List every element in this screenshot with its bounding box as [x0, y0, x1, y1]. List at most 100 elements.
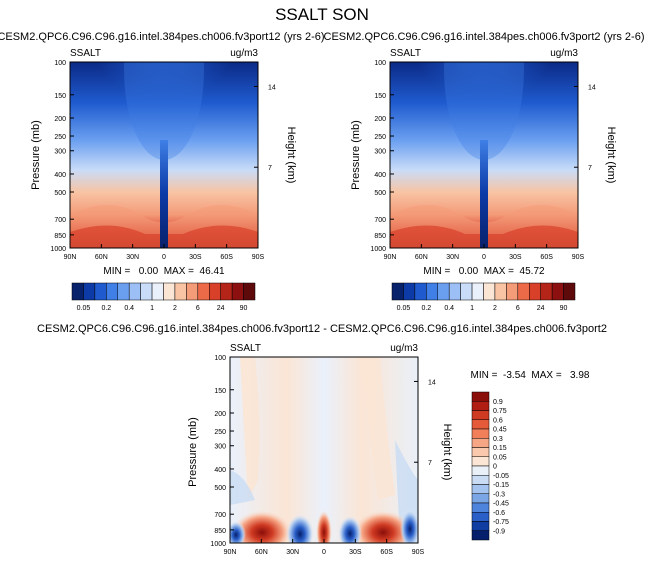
x-tick-label: 60N: [95, 254, 108, 261]
y-tick-label: 400: [214, 467, 226, 474]
colorbar-swatch: [174, 282, 187, 301]
x-tick-label: 30N: [126, 254, 139, 261]
colorbar-swatch: [471, 502, 490, 513]
y-tick-label: 1000: [210, 541, 226, 548]
y-tick-label: 850: [214, 528, 226, 535]
panel-right-minmax: MIN = 0.00 MAX = 45.72: [423, 266, 545, 277]
colorbar-swatch: [471, 282, 484, 301]
colorbar-swatch: [151, 282, 164, 301]
colorbar-swatch: [128, 282, 141, 301]
colorbar-label: 0.05: [493, 454, 507, 461]
y-tick-label: 200: [374, 116, 386, 123]
colorbar-swatch: [220, 282, 233, 301]
panel-diff-ylabel-right: Height (km): [441, 424, 453, 481]
colorbar-swatch: [243, 282, 256, 301]
colorbar-label: 2: [173, 305, 177, 312]
colorbar-label: 24: [537, 305, 545, 312]
y-tick-label: 300: [374, 149, 386, 156]
panel-diff-yticks: 100 150 200 250 300 400 500 700 850 1000: [210, 355, 234, 548]
x-tick-label: 30S: [509, 254, 522, 261]
colorbar-label: 90: [240, 305, 248, 312]
y-tick-label: 250: [54, 134, 66, 141]
colorbar-swatch: [460, 282, 473, 301]
colorbar-swatch: [517, 282, 530, 301]
x-tick-label: 60N: [415, 254, 428, 261]
panel-left-units: ug/m3: [230, 48, 258, 59]
colorbar-label: 0.2: [421, 305, 431, 312]
right-tick-label: 14: [428, 379, 436, 386]
y-tick-label: 400: [374, 172, 386, 179]
panel-diff-field: [230, 357, 418, 543]
panel-diff-variable: SSALT: [230, 343, 261, 354]
colorbar-swatch: [471, 512, 490, 522]
colorbar-swatch: [471, 484, 490, 494]
panel-left-ylabel: Pressure (mb): [30, 120, 42, 190]
x-tick-label: 30N: [286, 549, 299, 556]
colorbar-label: 0.45: [493, 427, 507, 434]
colorbar-swatch: [94, 282, 107, 301]
colorbar-swatch: [471, 521, 490, 531]
colorbar-label: -0.9: [493, 528, 505, 535]
y-tick-label: 1000: [370, 246, 386, 253]
colorbar-swatch: [426, 282, 438, 301]
colorbar-swatch: [448, 282, 461, 301]
colorbar-swatch: [163, 282, 176, 301]
right-tick-label: 14: [268, 84, 276, 91]
colorbar-swatch: [471, 410, 490, 420]
colorbar-label: -0.05: [493, 473, 509, 480]
x-tick-label: 0: [322, 549, 326, 556]
y-tick-label: 250: [374, 134, 386, 141]
colorbar-swatch: [471, 419, 490, 430]
colorbar-swatch: [471, 493, 490, 504]
colorbar-right: 0.05 0.2 0.4 1 2 6 24 90: [391, 282, 576, 312]
colorbar-swatch: [140, 282, 153, 301]
colorbar-label: -0.15: [493, 482, 509, 489]
panel-diff-rticks: 14 7: [414, 379, 436, 467]
x-tick-label: 90N: [384, 254, 397, 261]
colorbar-swatch: [471, 530, 490, 541]
panel-right-field: [390, 62, 578, 248]
colorbar-label: 0.6: [493, 417, 503, 424]
colorbar-swatch: [506, 282, 519, 301]
figure-title: SSALT SON: [275, 5, 369, 24]
panel-left-minmax: MIN = 0.00 MAX = 46.41: [103, 266, 225, 277]
x-tick-label: 30N: [446, 254, 459, 261]
colorbar-swatch: [83, 282, 96, 301]
colorbar-label: 0: [493, 464, 497, 471]
y-tick-label: 1000: [50, 246, 66, 253]
colorbar-label: 6: [196, 305, 200, 312]
panel-diff-title: CESM2.QPC6.C96.C96.g16.intel.384pes.ch00…: [37, 323, 607, 335]
panel-right-ylabel: Pressure (mb): [350, 120, 362, 190]
colorbar-label: 24: [217, 305, 225, 312]
colorbar-swatch: [471, 428, 490, 439]
colorbar-swatch: [106, 282, 118, 301]
right-tick-label: 7: [268, 165, 272, 172]
colorbar-label: 0.15: [493, 445, 507, 452]
panel-left-ylabel-right: Height (km): [285, 127, 297, 184]
y-tick-label: 200: [54, 116, 66, 123]
colorbar-left: 0.05 0.2 0.4 1 2 6 24 90: [71, 282, 256, 312]
panel-left-title: CESM2.QPC6.C96.C96.g16.intel.384pes.ch00…: [0, 31, 325, 43]
x-tick-label: 60S: [220, 254, 233, 261]
y-tick-label: 300: [54, 149, 66, 156]
x-tick-label: 90S: [412, 549, 425, 556]
colorbar-swatch: [471, 475, 490, 485]
colorbar-swatch: [563, 282, 576, 301]
colorbar-label: 0.4: [444, 305, 454, 312]
y-tick-label: 850: [374, 233, 386, 240]
panel-diff: CESM2.QPC6.C96.C96.g16.intel.384pes.ch00…: [37, 323, 607, 556]
colorbar-label: -0.3: [493, 491, 505, 498]
x-tick-label: 0: [162, 254, 166, 261]
y-tick-label: 500: [214, 485, 226, 492]
panel-left-field: [70, 62, 258, 248]
colorbar-swatch: [494, 282, 507, 301]
panel-diff-ylabel: Pressure (mb): [187, 417, 199, 487]
colorbar-swatch: [471, 401, 490, 411]
colorbar-swatch: [403, 282, 416, 301]
panel-right-title: CESM2.QPC6.C96.C96.g16.intel.384pes.ch00…: [324, 31, 645, 43]
right-tick-label: 7: [588, 165, 592, 172]
y-tick-label: 700: [54, 217, 66, 224]
colorbar-swatch: [471, 465, 490, 476]
colorbar-swatch: [209, 282, 221, 301]
y-tick-label: 850: [54, 233, 66, 240]
